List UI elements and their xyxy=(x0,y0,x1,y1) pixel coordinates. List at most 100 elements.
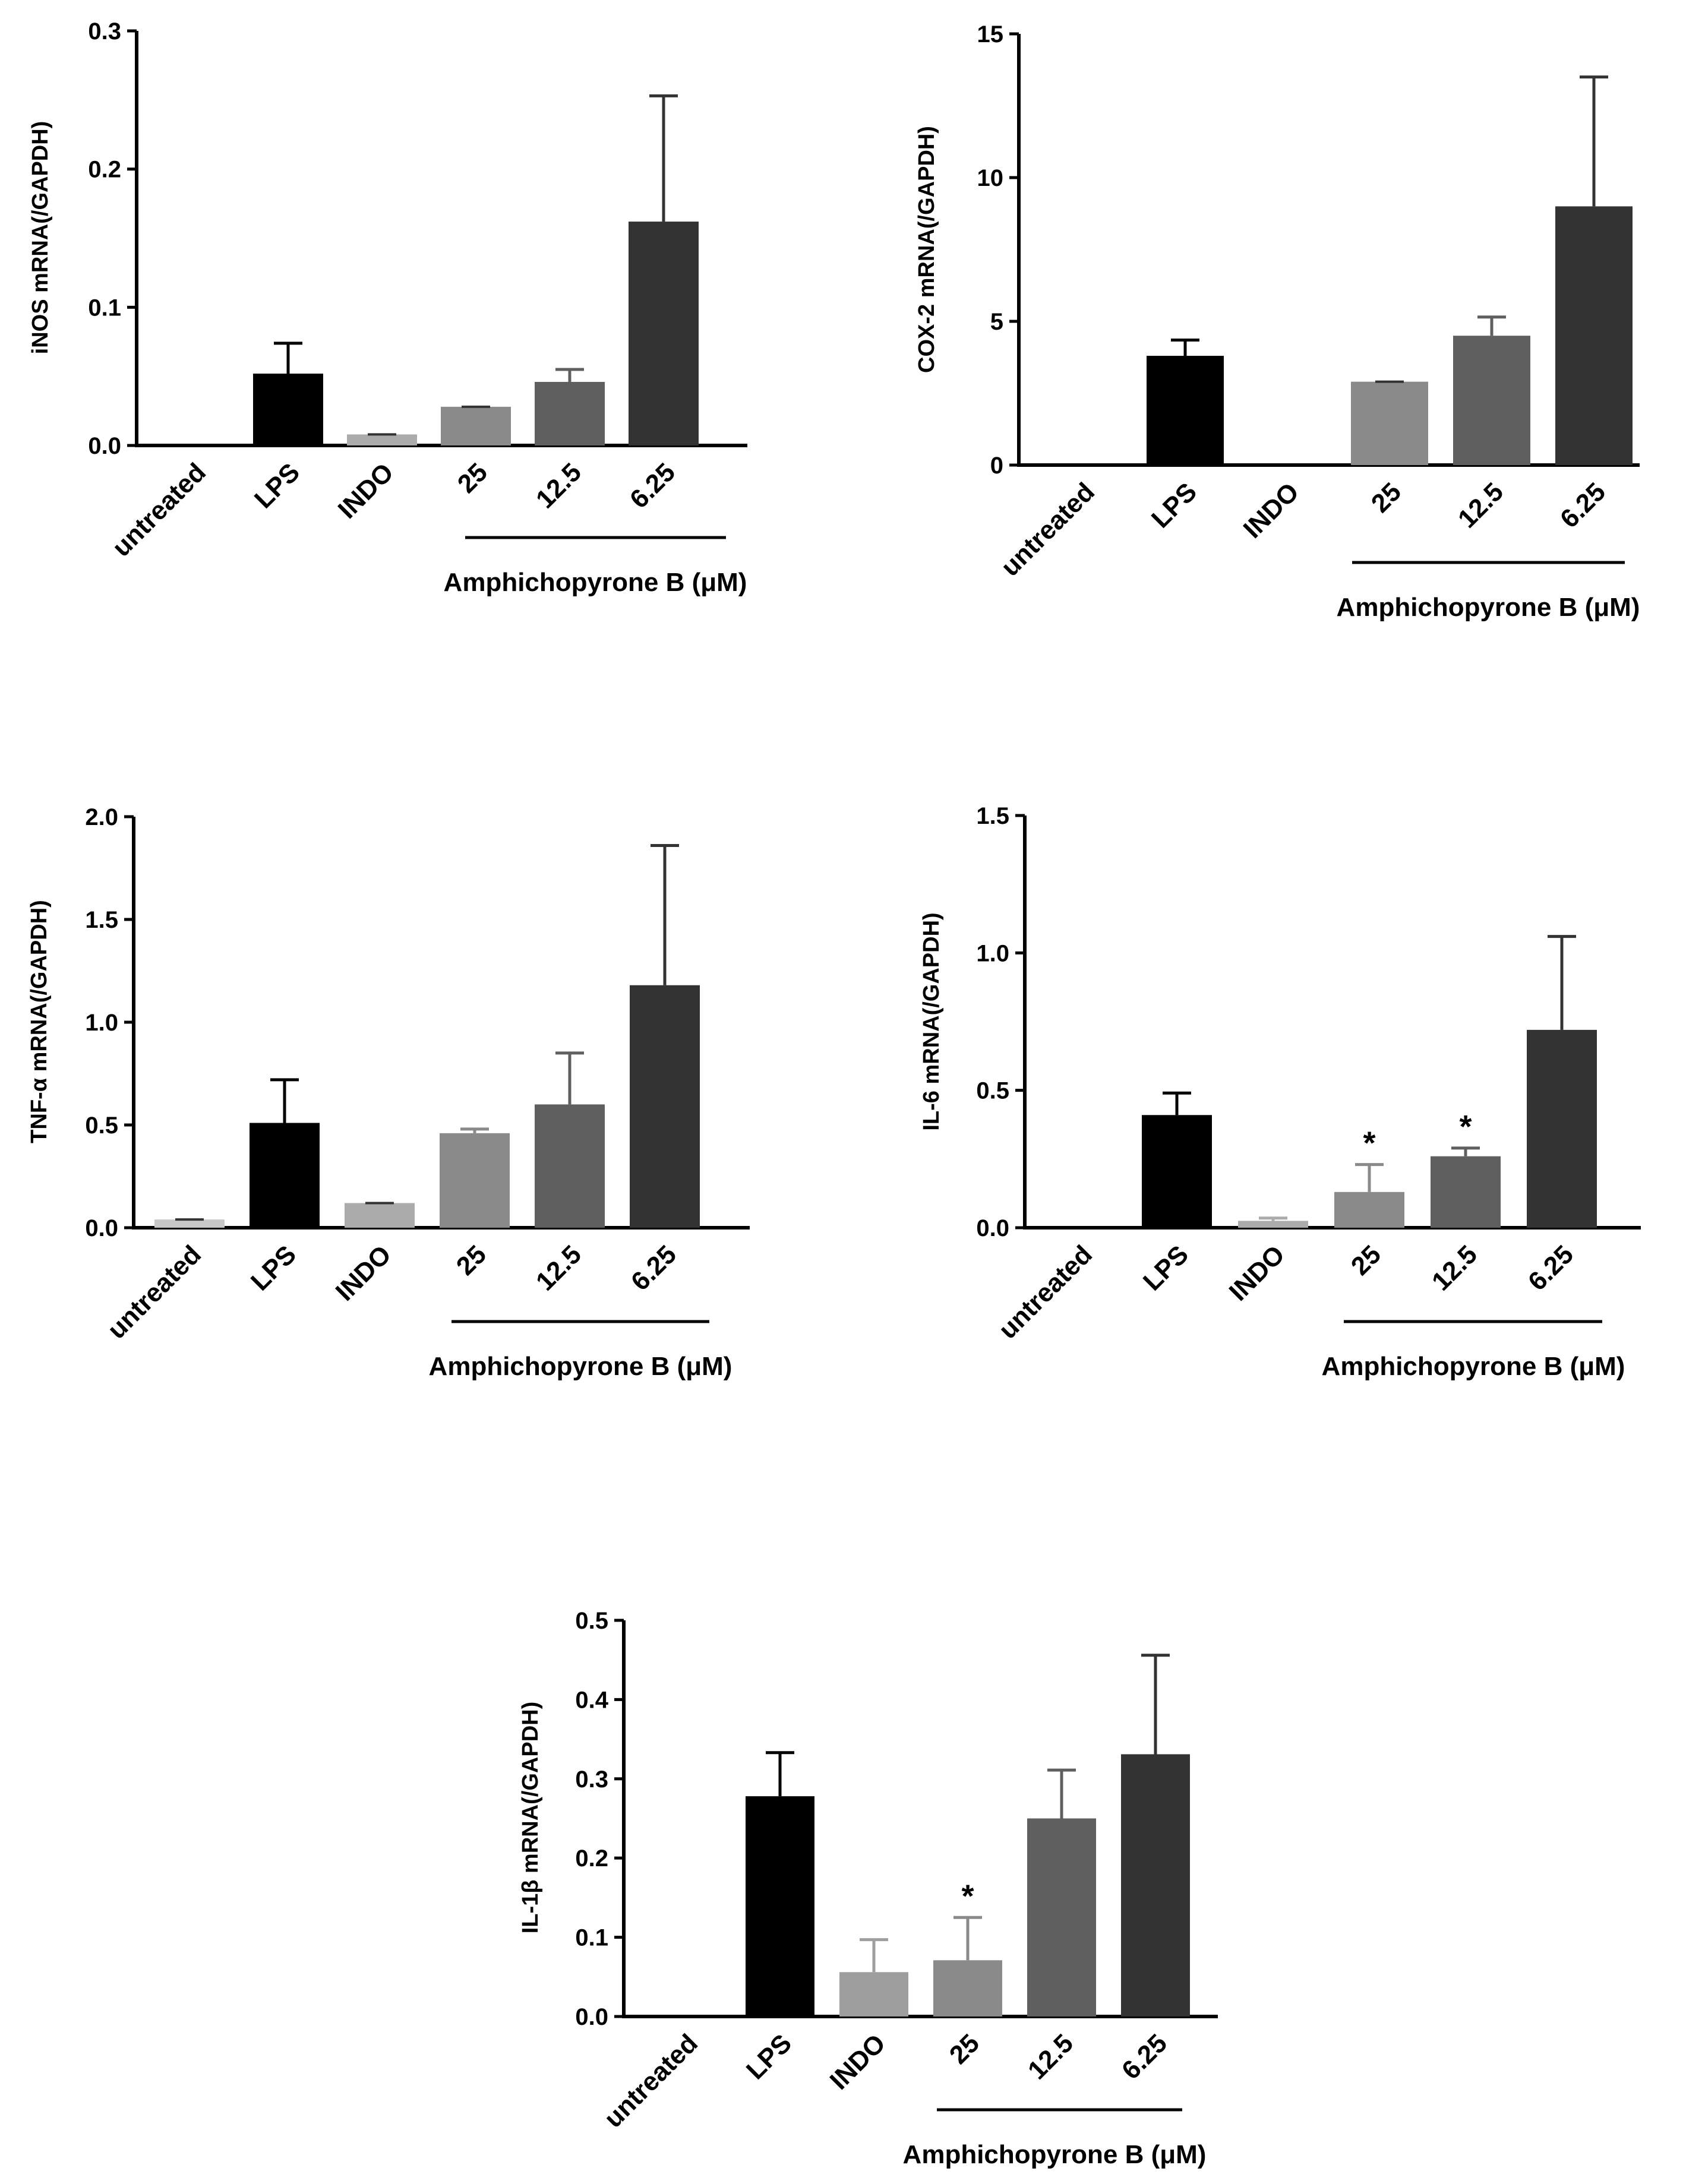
bar-LPS xyxy=(1147,356,1224,465)
y-tick-label: 0 xyxy=(990,453,1003,479)
category-label: 25 xyxy=(451,1240,492,1281)
category-label: INDO xyxy=(1224,1240,1290,1306)
category-label: 12.5 xyxy=(531,457,587,514)
bar-6-25 xyxy=(629,222,699,445)
category-label: 25 xyxy=(452,457,493,498)
category-label: 6.25 xyxy=(1555,477,1611,533)
category-label: untreated xyxy=(599,2028,703,2133)
bars: * * xyxy=(1142,935,1597,1228)
y-axis-label: COX-2 mRNA(/GAPDH) xyxy=(914,126,939,373)
y-ticks: 0.0 0.1 0.2 0.3 xyxy=(88,18,137,459)
panel-tnf-alpha: 0.0 0.5 1.0 1.5 2.0 untreated LPS INDO 25 12.5 6.… xyxy=(27,804,750,1381)
y-tick-label: 0.5 xyxy=(976,1078,1009,1104)
y-tick-label: 2.0 xyxy=(85,804,118,830)
y-tick-label: 0.0 xyxy=(88,433,121,459)
bar-INDO xyxy=(1238,1221,1308,1228)
y-axis-label: IL-6 mRNA(/GAPDH) xyxy=(919,912,944,1130)
category-label: untreated xyxy=(993,1240,1098,1344)
category-labels: untreated LPS INDO 25 12.5 6.25 xyxy=(599,2028,1173,2133)
significance-star: * xyxy=(1363,1126,1375,1161)
y-ticks: 0 5 10 15 xyxy=(977,21,1019,479)
category-label: 6.25 xyxy=(626,1240,682,1296)
y-tick-label: 0.5 xyxy=(575,1608,608,1634)
category-labels: untreated LPS INDO 25 12.5 6.25 xyxy=(102,1240,682,1344)
bar-25 xyxy=(441,406,511,445)
y-ticks: 0.0 0.1 0.2 0.3 0.4 0.5 xyxy=(575,1608,624,2030)
y-tick-label: 1.5 xyxy=(85,907,118,933)
bar-INDO xyxy=(347,434,417,445)
bars xyxy=(253,94,699,445)
y-tick-label: 10 xyxy=(977,165,1004,191)
bar-12-5 xyxy=(535,1104,605,1228)
y-axis-label: TNF-α mRNA(/GAPDH) xyxy=(27,900,52,1143)
significance-star: * xyxy=(1459,1109,1472,1145)
y-tick-label: 0.0 xyxy=(575,2004,608,2030)
y-tick-label: 0.0 xyxy=(85,1215,118,1241)
y-ticks: 0.0 0.5 1.0 1.5 xyxy=(976,803,1025,1241)
group-label: Amphichopyrone B (μM) xyxy=(444,568,747,597)
bar-6-25 xyxy=(630,985,700,1228)
bar-LPS xyxy=(253,374,323,445)
category-labels: untreated LPS INDO 25 12.5 6.25 xyxy=(996,477,1611,581)
category-label: INDO xyxy=(1238,477,1305,543)
y-ticks: 0.0 0.5 1.0 1.5 2.0 xyxy=(85,804,134,1241)
bar-6-25 xyxy=(1121,1754,1190,2017)
y-tick-label: 0.3 xyxy=(575,1766,608,1793)
category-label: untreated xyxy=(107,457,211,562)
bar-INDO xyxy=(345,1203,415,1228)
category-labels: untreated LPS INDO 25 12.5 6.25 xyxy=(993,1240,1579,1344)
bar-INDO xyxy=(839,1972,908,2017)
category-label: INDO xyxy=(330,1240,397,1306)
bar-untreated xyxy=(154,1219,225,1228)
category-label: untreated xyxy=(996,477,1100,581)
category-label: LPS xyxy=(1138,1240,1194,1296)
group-label: Amphichopyrone B (μM) xyxy=(1337,593,1640,622)
category-label: 12.5 xyxy=(1022,2028,1079,2085)
group-label: Amphichopyrone B (μM) xyxy=(1322,1352,1625,1381)
category-label: LPS xyxy=(245,1240,302,1296)
y-tick-label: 5 xyxy=(990,309,1003,335)
category-label: LPS xyxy=(1146,477,1202,533)
bar-25 xyxy=(440,1133,510,1228)
category-label: 12.5 xyxy=(1426,1240,1483,1296)
bar-25 xyxy=(933,1960,1002,2017)
bar-12-5 xyxy=(1431,1156,1501,1228)
y-tick-label: 0.0 xyxy=(976,1215,1009,1241)
y-tick-label: 0.1 xyxy=(575,1925,608,1951)
panel-cox2: 0 5 10 15 untreated LPS INDO 25 12.5 6.25 Amphic… xyxy=(914,21,1640,622)
y-tick-label: 1.0 xyxy=(976,940,1009,966)
bar-12-5 xyxy=(535,381,605,445)
panel-il6: 0.00.51.01.5 * * untreated LPS INDO 25 12.5 6.… xyxy=(919,803,1641,1381)
significance-star: * xyxy=(961,1878,974,1914)
bars xyxy=(154,843,700,1228)
category-label: 25 xyxy=(1346,1240,1387,1281)
category-label: LPS xyxy=(249,457,305,514)
y-tick-label: 0.2 xyxy=(575,1845,608,1872)
bar-25 xyxy=(1334,1191,1404,1228)
category-label: untreated xyxy=(102,1240,207,1344)
y-tick-label: 0.3 xyxy=(88,18,121,45)
category-label: LPS xyxy=(741,2028,797,2085)
group-label: Amphichopyrone B (μM) xyxy=(903,2140,1207,2169)
y-tick-label: 0.2 xyxy=(88,157,121,183)
category-label: 12.5 xyxy=(1453,477,1509,533)
panel-inos: 0.00.10.20.3 untreated LPS INDO 25 12.5 6.25 … xyxy=(28,18,747,597)
y-axis-label: iNOS mRNA(/GAPDH) xyxy=(28,121,53,355)
bar-25 xyxy=(1351,381,1428,465)
bars xyxy=(1147,75,1633,465)
panel-il1beta: 0.0 0.1 0.2 0.3 0.4 0.5 * untreated LPS INDO 25 1… xyxy=(518,1608,1218,2169)
category-label: 25 xyxy=(1366,477,1407,518)
bar-6-25 xyxy=(1527,1029,1597,1228)
bar-LPS xyxy=(250,1123,320,1228)
y-tick-label: 0.5 xyxy=(85,1112,118,1139)
group-label: Amphichopyrone B (μM) xyxy=(429,1352,732,1381)
category-label: 6.25 xyxy=(1523,1240,1579,1296)
y-tick-label: 1.5 xyxy=(976,803,1009,829)
y-axis-label: IL-1β mRNA(/GAPDH) xyxy=(518,1702,543,1934)
category-label: 6.25 xyxy=(624,457,681,514)
bar-LPS xyxy=(1142,1115,1212,1228)
bar-12-5 xyxy=(1453,336,1530,465)
bar-LPS xyxy=(746,1796,814,2017)
category-label: 6.25 xyxy=(1116,2028,1173,2085)
